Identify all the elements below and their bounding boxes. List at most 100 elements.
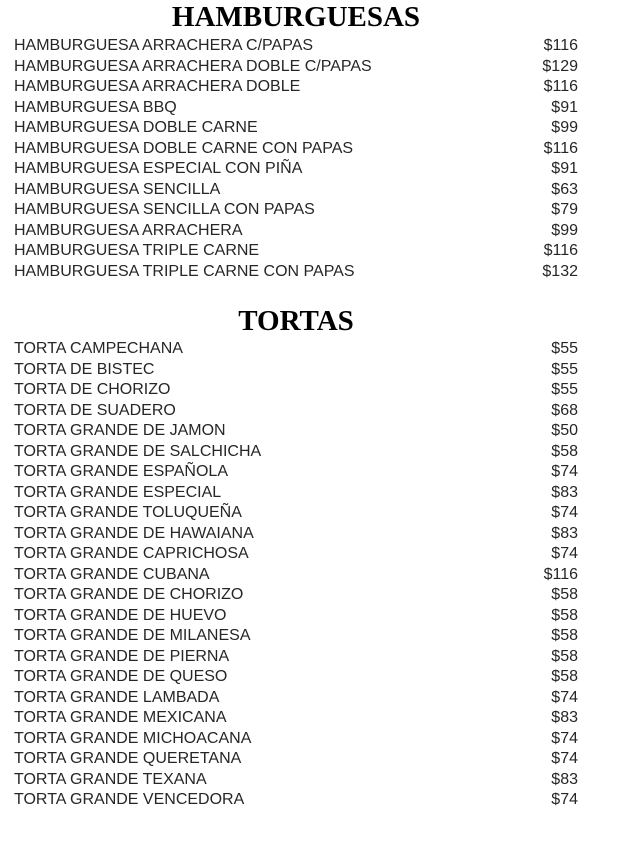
menu-item-price: $58 xyxy=(551,627,578,644)
menu-item-price: $58 xyxy=(551,668,578,685)
menu-item-row: TORTA DE BISTEC $55 xyxy=(14,360,578,381)
menu-item-name: TORTA GRANDE DE HAWAIANA xyxy=(14,524,254,542)
menu-item-price: $63 xyxy=(551,180,578,198)
menu-item-price: $79 xyxy=(551,201,578,218)
menu-section-hamburguesas: HAMBURGUESAS HAMBURGUESA ARRACHERA C/PAP… xyxy=(14,0,578,282)
menu-item-row: TORTA GRANDE VENCEDORA $74 xyxy=(14,790,578,811)
menu-item-row: TORTA GRANDE MICHOACANA $74 xyxy=(14,729,578,750)
menu-item-row: TORTA GRANDE DE CHORIZO $58 xyxy=(14,585,578,606)
menu-items-list: TORTA CAMPECHANA $55 TORTA DE BISTEC $55 TOR… xyxy=(14,339,578,811)
menu-item-row: TORTA GRANDE TOLUQUEÑA $74 xyxy=(14,503,578,524)
menu-item-row: HAMBURGUESA DOBLE CARNE $99 xyxy=(14,118,578,139)
menu-item-price: $116 xyxy=(543,37,578,54)
menu-item-name: TORTA GRANDE MICHOACANA xyxy=(14,729,252,747)
menu-item-price: $99 xyxy=(551,119,578,136)
menu-item-name: HAMBURGUESA BBQ xyxy=(14,98,177,116)
menu-item-price: $58 xyxy=(551,442,578,460)
menu-item-price: $74 xyxy=(551,750,578,767)
menu-item-price: $74 xyxy=(551,504,578,521)
menu-item-row: TORTA GRANDE DE MILANESA $58 xyxy=(14,626,578,647)
menu-item-name: HAMBURGUESA DOBLE CARNE xyxy=(14,119,258,136)
menu-item-row: TORTA GRANDE QUERETANA $74 xyxy=(14,749,578,770)
section-title-tortas: TORTAS xyxy=(238,305,354,337)
menu-item-row: TORTA CAMPECHANA $55 xyxy=(14,339,578,360)
menu-item-name: TORTA GRANDE TOLUQUEÑA xyxy=(14,504,242,521)
menu-item-name: TORTA GRANDE DE QUESO xyxy=(14,668,228,685)
menu-item-name: TORTA GRANDE ESPECIAL xyxy=(14,483,222,501)
menu-item-row: TORTA GRANDE ESPECIAL $83 xyxy=(14,483,578,504)
menu-item-name: TORTA GRANDE DE PIERNA xyxy=(14,647,230,665)
menu-item-name: HAMBURGUESA TRIPLE CARNE xyxy=(14,242,260,259)
menu-item-price: $58 xyxy=(551,606,578,624)
menu-item-name: TORTA GRANDE MEXICANA xyxy=(14,709,227,726)
menu-item-name: TORTA GRANDE DE CHORIZO xyxy=(14,586,244,603)
menu-item-row: HAMBURGUESA ESPECIAL CON PIÑA $91 xyxy=(14,159,578,180)
menu-item-price: $50 xyxy=(551,422,578,439)
menu-item-name: HAMBURGUESA DOBLE CARNE CON PAPAS xyxy=(14,139,354,157)
menu-item-price: $74 xyxy=(551,545,578,562)
menu-item-price: $83 xyxy=(551,770,578,788)
menu-item-name: HAMBURGUESA SENCILLA xyxy=(14,180,221,198)
menu-item-row: TORTA GRANDE CUBANA $116 xyxy=(14,565,578,586)
menu-item-price: $83 xyxy=(551,524,578,542)
menu-section-tortas: TORTAS TORTA CAMPECHANA $55 TORTA DE BISTE… xyxy=(14,304,578,811)
menu-item-row: TORTA GRANDE DE PIERNA $58 xyxy=(14,647,578,668)
menu-item-row: HAMBURGUESA ARRACHERA $99 xyxy=(14,221,578,242)
menu-item-name: TORTA GRANDE DE MILANESA xyxy=(14,627,251,644)
menu-item-price: $55 xyxy=(551,340,578,357)
menu-item-name: HAMBURGUESA ARRACHERA DOBLE xyxy=(14,78,301,95)
menu-item-row: HAMBURGUESA ARRACHERA DOBLE $116 xyxy=(14,77,578,98)
menu-item-row: TORTA GRANDE DE QUESO $58 xyxy=(14,667,578,688)
menu-item-row: TORTA GRANDE ESPAÑOLA $74 xyxy=(14,462,578,483)
menu-item-price: $83 xyxy=(551,483,578,501)
menu-item-row: TORTA GRANDE DE SALCHICHA $58 xyxy=(14,442,578,463)
menu-item-name: TORTA DE SUADERO xyxy=(14,401,176,419)
menu-item-row: HAMBURGUESA DOBLE CARNE CON PAPAS $116 xyxy=(14,139,578,160)
menu-item-row: HAMBURGUESA SENCILLA $63 xyxy=(14,180,578,201)
menu-item-row: HAMBURGUESA ARRACHERA DOBLE C/PAPAS $129 xyxy=(14,57,578,78)
menu-item-price: $132 xyxy=(542,262,578,280)
menu-item-price: $58 xyxy=(551,586,578,603)
menu-item-row: HAMBURGUESA TRIPLE CARNE $116 xyxy=(14,241,578,262)
menu-item-name: HAMBURGUESA ARRACHERA xyxy=(14,221,243,239)
menu-item-row: HAMBURGUESA TRIPLE CARNE CON PAPAS $132 xyxy=(14,262,578,283)
menu-item-name: TORTA GRANDE DE HUEVO xyxy=(14,606,227,624)
menu-item-name: HAMBURGUESA ARRACHERA DOBLE C/PAPAS xyxy=(14,57,372,75)
menu-item-name: TORTA GRANDE LAMBADA xyxy=(14,688,220,706)
menu-item-price: $74 xyxy=(551,463,578,480)
menu-item-price: $99 xyxy=(551,221,578,239)
menu-items-list: HAMBURGUESA ARRACHERA C/PAPAS $116 HAMBURG… xyxy=(14,36,578,282)
menu-item-price: $116 xyxy=(543,242,578,259)
menu-item-row: TORTA GRANDE DE JAMON $50 xyxy=(14,421,578,442)
menu-item-price: $129 xyxy=(542,57,578,75)
menu-item-price: $55 xyxy=(551,381,578,398)
menu-item-name: HAMBURGUESA ESPECIAL CON PIÑA xyxy=(14,160,303,177)
menu-item-price: $58 xyxy=(551,647,578,665)
menu-item-row: HAMBURGUESA BBQ $91 xyxy=(14,98,578,119)
menu-item-name: TORTA GRANDE ESPAÑOLA xyxy=(14,463,228,480)
menu-item-price: $74 xyxy=(551,791,578,808)
menu-item-name: HAMBURGUESA SENCILLA CON PAPAS xyxy=(14,201,315,218)
menu-item-name: TORTA GRANDE CAPRICHOSA xyxy=(14,545,249,562)
menu-item-price: $116 xyxy=(543,565,578,583)
menu-item-price: $74 xyxy=(551,688,578,706)
menu-item-row: HAMBURGUESA SENCILLA CON PAPAS $79 xyxy=(14,200,578,221)
menu-item-row: TORTA GRANDE MEXICANA $83 xyxy=(14,708,578,729)
menu-item-name: TORTA GRANDE TEXANA xyxy=(14,770,207,788)
menu-item-name: TORTA GRANDE QUERETANA xyxy=(14,750,242,767)
menu-item-price: $74 xyxy=(551,729,578,747)
menu-item-row: HAMBURGUESA ARRACHERA C/PAPAS $116 xyxy=(14,36,578,57)
menu-item-price: $91 xyxy=(551,98,578,116)
menu-item-price: $116 xyxy=(543,78,578,95)
menu-item-row: TORTA GRANDE DE HUEVO $58 xyxy=(14,606,578,627)
menu-item-name: HAMBURGUESA ARRACHERA C/PAPAS xyxy=(14,37,314,54)
menu-item-name: TORTA GRANDE DE JAMON xyxy=(14,422,226,439)
menu-item-row: TORTA GRANDE LAMBADA $74 xyxy=(14,688,578,709)
menu-item-name: TORTA CAMPECHANA xyxy=(14,340,183,357)
menu-item-row: TORTA GRANDE TEXANA $83 xyxy=(14,770,578,791)
menu-item-price: $116 xyxy=(543,139,578,157)
menu-item-name: TORTA DE CHORIZO xyxy=(14,381,171,398)
menu-item-name: TORTA GRANDE CUBANA xyxy=(14,565,210,583)
menu-item-row: TORTA DE CHORIZO $55 xyxy=(14,380,578,401)
